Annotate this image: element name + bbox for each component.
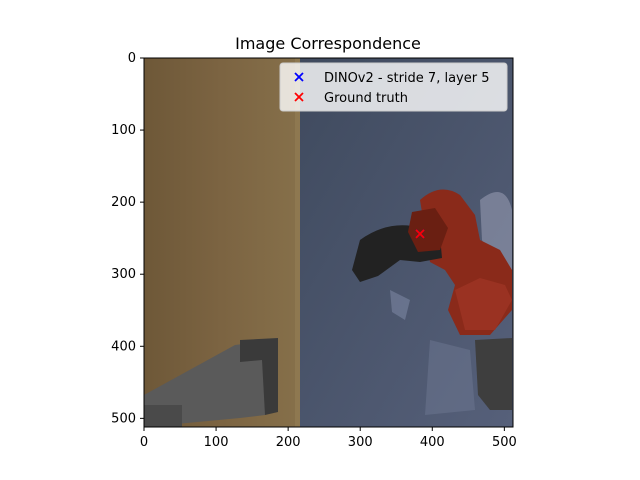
robot-gripper-left [144, 338, 278, 427]
robot-gripper-right [475, 338, 512, 410]
y-tick-label: 100 [111, 123, 136, 138]
legend-label: DINOv2 - stride 7, layer 5 [324, 71, 489, 86]
image-border [143, 57, 514, 428]
y-tick-label: 0 [128, 51, 136, 66]
wood-edge [295, 58, 303, 427]
y-tick-label: 500 [111, 411, 136, 426]
legend-marker [294, 92, 304, 102]
chart-title: Image Correspondence [235, 34, 421, 53]
y-tick-label: 300 [111, 267, 136, 282]
x-tick-label: 400 [420, 435, 445, 450]
x-tick-label: 100 [204, 435, 229, 450]
drill [352, 189, 512, 335]
wall-light-shape [425, 340, 475, 415]
x-tick-label: 300 [348, 435, 373, 450]
x-axis: 0 100 200 300 400 500 [140, 427, 517, 450]
x-tick-label: 0 [140, 435, 148, 450]
y-tick-label: 400 [111, 339, 136, 354]
x-tick-label: 200 [276, 435, 301, 450]
x-tick-label: 500 [492, 435, 517, 450]
markers [415, 229, 425, 239]
legend: DINOv2 - stride 7, layer 5 Ground truth [279, 62, 508, 112]
y-axis: 0 100 200 300 400 500 [111, 51, 144, 426]
legend-marker [294, 72, 304, 82]
scene-image [143, 57, 514, 428]
y-tick-label: 200 [111, 195, 136, 210]
scatter-point [415, 229, 425, 239]
legend-box [279, 62, 508, 112]
wall-light-shape [390, 290, 410, 320]
legend-label: Ground truth [324, 91, 408, 106]
